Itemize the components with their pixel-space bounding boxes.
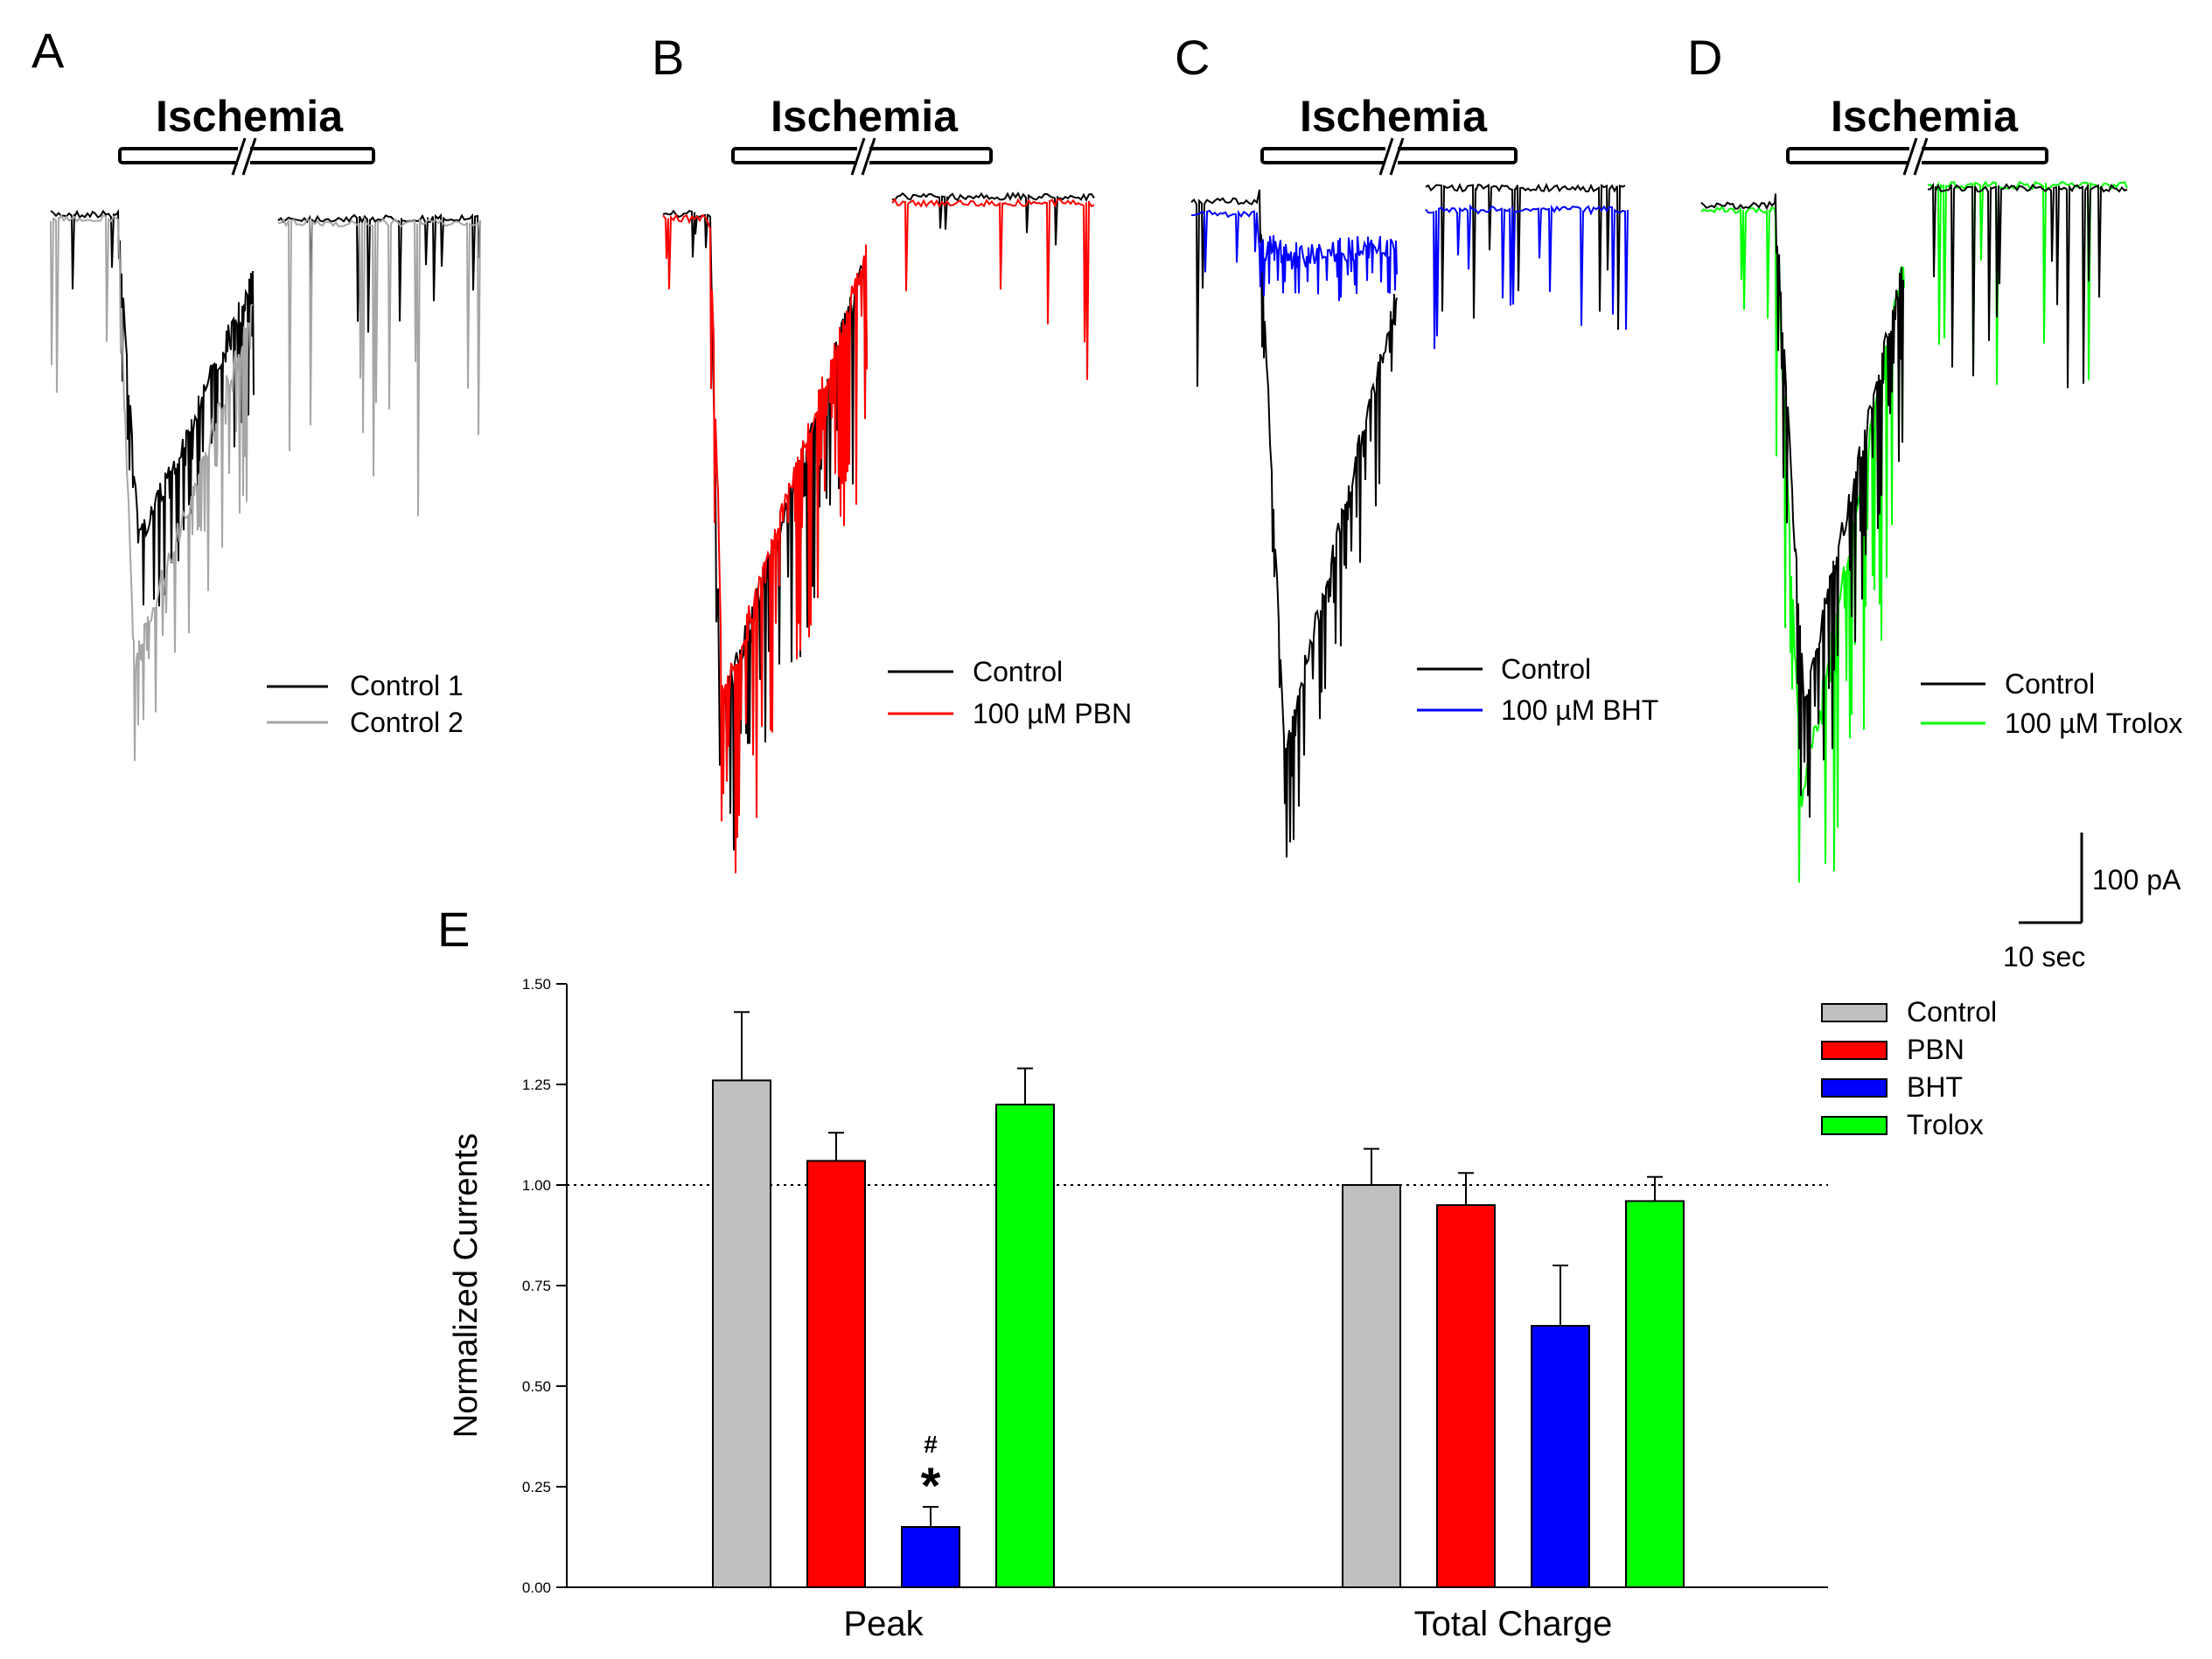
ischemia-label-a: Ischemia: [155, 92, 343, 141]
bar-bht-total-charge: [1531, 1325, 1590, 1588]
scale-bar-horizontal-label: 10 sec: [2003, 941, 2086, 972]
legend-label-bht: BHT: [1907, 1071, 1963, 1103]
y-tick-label: 0.75: [522, 1278, 551, 1294]
trace-post-ischemia: [891, 198, 1095, 380]
legend-label-trolox: Trolox: [1907, 1109, 1984, 1140]
ischemia-label-c: Ischemia: [1299, 92, 1487, 141]
y-tick-label: 1.00: [522, 1177, 551, 1194]
bar-pbn-total-charge: [1436, 1204, 1496, 1588]
trace-pre-ischemia: [1190, 209, 1398, 302]
legend-b-1: Control: [973, 656, 1064, 687]
trace-pre-ischemia: [50, 213, 254, 762]
trace-post-ischemia: [277, 216, 481, 517]
ischemia-label-d: Ischemia: [1830, 92, 2018, 141]
trace-post-ischemia: [1425, 182, 1626, 331]
trace-post-ischemia: [1425, 204, 1629, 350]
trace-post-ischemia: [277, 213, 481, 333]
traces-b: [662, 192, 1095, 874]
bar-control-peak: [712, 1079, 771, 1588]
category-label: Total Charge: [1414, 1605, 1613, 1643]
trace-pre-ischemia: [50, 209, 255, 607]
trace-pre-ischemia: [1700, 193, 1904, 818]
trace-pre-ischemia: [662, 213, 868, 874]
traces-d: [1700, 180, 2128, 883]
traces-c: [1190, 182, 1629, 858]
bar-bht-peak: [901, 1526, 960, 1588]
legend-swatch-bht: [1821, 1078, 1888, 1098]
bar-pbn-peak: [806, 1160, 866, 1589]
ischemia-bar-a: [118, 137, 375, 176]
panel-letter-a: A: [31, 23, 65, 78]
ischemia-bar-d: [1786, 137, 2048, 176]
legend-label-control: Control: [1907, 996, 1997, 1028]
y-tick-label: 0.50: [522, 1378, 551, 1395]
traces-a: [50, 209, 481, 762]
ischemia-label-b: Ischemia: [770, 92, 958, 141]
y-tick-label: 0.00: [522, 1579, 551, 1596]
legend-swatch-trolox: [1821, 1116, 1888, 1135]
legend-d-1: Control: [2005, 668, 2096, 700]
bar-trolox-peak: [995, 1104, 1055, 1588]
y-tick-label: 1.50: [522, 976, 551, 993]
significance-hash: #: [924, 1431, 938, 1458]
legend-swatch-pbn: [1821, 1041, 1888, 1060]
ischemia-bar-c: [1260, 137, 1518, 176]
legend-c-2: 100 µM BHT: [1501, 694, 1659, 726]
legend-a-2: Control 2: [350, 707, 464, 738]
legend-b-2: 100 µM PBN: [973, 698, 1133, 729]
legend-c-1: Control: [1501, 653, 1592, 685]
trace-post-ischemia: [1927, 182, 2128, 389]
panel-letter-e: E: [437, 902, 471, 957]
significance-star: *: [921, 1458, 941, 1515]
panel-letter-c: C: [1175, 30, 1211, 85]
scale-bar-vertical-label: 100 pA: [2092, 864, 2181, 896]
panel-letter-b: B: [652, 30, 685, 85]
y-tick-label: 0.25: [522, 1479, 551, 1495]
trace-pre-ischemia: [1190, 189, 1398, 858]
trace-post-ischemia: [1927, 180, 2128, 386]
legend-d-2: 100 µM Trolox: [2005, 708, 2183, 739]
y-axis-label: Normalized Currents: [448, 1133, 485, 1438]
category-label: Peak: [843, 1605, 924, 1643]
bar-control-total-charge: [1342, 1184, 1401, 1588]
legend-a-1: Control 1: [350, 670, 464, 701]
panel-letter-d: D: [1687, 30, 1723, 85]
legend-label-pbn: PBN: [1907, 1034, 1964, 1065]
y-tick-label: 1.25: [522, 1077, 551, 1093]
legend-swatch-control: [1821, 1003, 1888, 1022]
bar-trolox-total-charge: [1625, 1200, 1685, 1589]
scale-bar: [2019, 833, 2083, 924]
ischemia-bar-b: [731, 137, 993, 176]
